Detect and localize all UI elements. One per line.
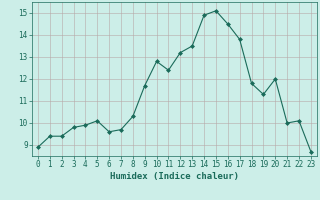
X-axis label: Humidex (Indice chaleur): Humidex (Indice chaleur)	[110, 172, 239, 181]
